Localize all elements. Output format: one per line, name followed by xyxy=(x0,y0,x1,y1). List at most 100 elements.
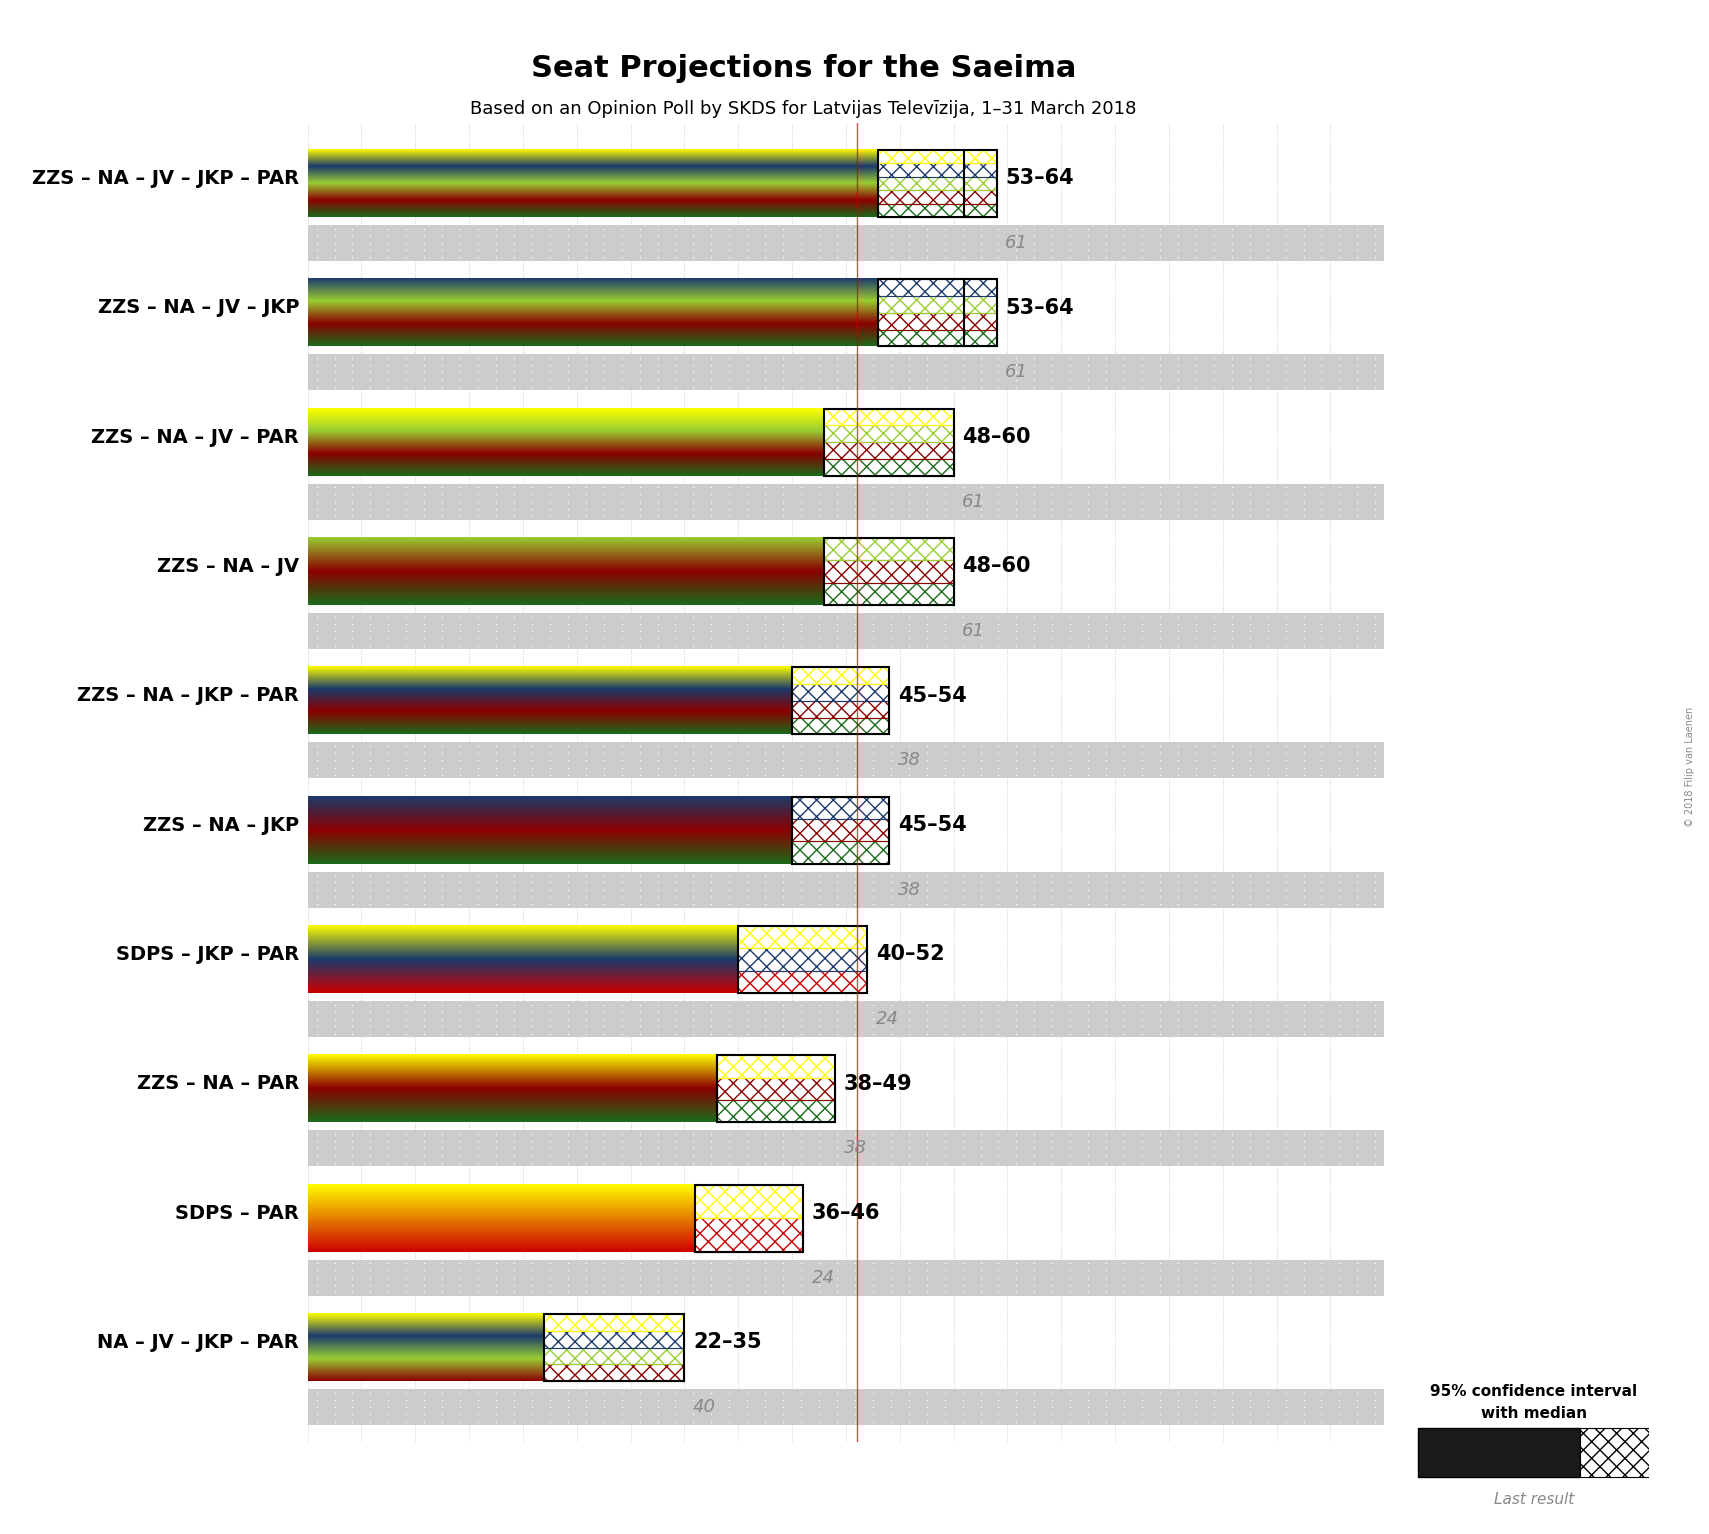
Bar xyxy=(878,150,996,218)
Bar xyxy=(824,560,954,583)
Bar xyxy=(791,819,889,842)
Text: 95% confidence interval: 95% confidence interval xyxy=(1430,1384,1637,1399)
Bar xyxy=(824,442,954,459)
Text: ZZS – NA – JKP – PAR: ZZS – NA – JKP – PAR xyxy=(77,686,299,706)
Bar xyxy=(878,330,996,347)
Bar xyxy=(791,667,889,735)
Bar xyxy=(878,190,996,204)
Bar xyxy=(545,1347,684,1364)
Bar xyxy=(696,1184,803,1218)
Bar xyxy=(716,1078,836,1100)
Bar xyxy=(791,684,889,701)
Bar xyxy=(878,313,996,330)
Bar xyxy=(696,1218,803,1252)
Text: 40: 40 xyxy=(694,1397,716,1416)
Bar xyxy=(545,1364,684,1381)
Text: ZZS – NA – JV – JKP – PAR: ZZS – NA – JV – JKP – PAR xyxy=(32,169,299,187)
Text: © 2018 Filip van Laenen: © 2018 Filip van Laenen xyxy=(1685,707,1695,827)
Bar xyxy=(791,796,889,819)
Bar xyxy=(1579,1428,1709,1477)
Bar xyxy=(824,583,954,604)
Bar xyxy=(824,538,954,560)
Text: 36–46: 36–46 xyxy=(812,1203,880,1223)
Text: ZZS – NA – PAR: ZZS – NA – PAR xyxy=(137,1074,299,1094)
Bar xyxy=(716,1055,836,1078)
Bar xyxy=(791,819,889,842)
Bar xyxy=(545,1330,684,1347)
Text: ZZS – NA – JV: ZZS – NA – JV xyxy=(157,557,299,575)
Bar xyxy=(878,330,996,347)
Bar xyxy=(738,948,868,971)
Bar xyxy=(791,796,889,819)
Text: 38: 38 xyxy=(897,752,921,770)
Bar xyxy=(878,150,996,163)
Bar xyxy=(878,313,996,330)
Bar xyxy=(824,538,954,560)
Text: 24: 24 xyxy=(812,1269,834,1287)
Bar xyxy=(545,1315,684,1381)
Bar xyxy=(878,296,996,313)
Text: ZZS – NA – JV – PAR: ZZS – NA – JV – PAR xyxy=(91,428,299,446)
Bar xyxy=(824,583,954,604)
Text: with median: with median xyxy=(1480,1407,1588,1420)
Bar xyxy=(308,354,1384,391)
Text: 53–64: 53–64 xyxy=(1005,169,1073,189)
Bar xyxy=(308,742,1384,778)
Bar xyxy=(545,1315,684,1330)
Bar xyxy=(878,279,996,296)
Bar xyxy=(878,163,996,176)
Text: 24: 24 xyxy=(877,1009,899,1028)
Bar xyxy=(308,1000,1384,1037)
Text: Last result: Last result xyxy=(1494,1493,1574,1506)
Bar xyxy=(878,296,996,313)
Bar xyxy=(824,408,954,476)
Text: ZZS – NA – JV – JKP: ZZS – NA – JV – JKP xyxy=(97,298,299,318)
Bar xyxy=(878,279,996,296)
Text: 38–49: 38–49 xyxy=(844,1074,913,1094)
Bar xyxy=(824,425,954,442)
Bar xyxy=(308,1259,1384,1296)
Bar xyxy=(696,1218,803,1252)
Bar xyxy=(791,718,889,735)
Text: 61: 61 xyxy=(1005,235,1029,252)
Bar xyxy=(738,971,868,992)
Bar xyxy=(308,1388,1384,1425)
Bar xyxy=(878,190,996,204)
Bar xyxy=(308,614,1384,649)
Bar xyxy=(878,176,996,190)
Bar xyxy=(696,1184,803,1218)
Bar xyxy=(878,204,996,218)
Bar xyxy=(791,718,889,735)
Text: 48–60: 48–60 xyxy=(962,426,1031,446)
Bar xyxy=(791,701,889,718)
Bar xyxy=(545,1330,684,1347)
Bar xyxy=(716,1100,836,1123)
Bar xyxy=(738,927,868,948)
Text: NA – JV – JKP – PAR: NA – JV – JKP – PAR xyxy=(97,1333,299,1351)
Bar xyxy=(791,701,889,718)
Bar xyxy=(738,948,868,971)
Bar xyxy=(308,1131,1384,1166)
Bar xyxy=(824,459,954,476)
Text: 61: 61 xyxy=(962,492,984,511)
Text: 38: 38 xyxy=(897,881,921,899)
Text: Seat Projections for the Saeima: Seat Projections for the Saeima xyxy=(530,54,1077,83)
Bar xyxy=(545,1347,684,1364)
Bar xyxy=(716,1078,836,1100)
Text: 53–64: 53–64 xyxy=(1005,298,1073,318)
Bar xyxy=(308,483,1384,520)
Bar xyxy=(824,560,954,583)
Bar xyxy=(878,279,996,347)
Bar xyxy=(878,176,996,190)
Text: ZZS – NA – JKP: ZZS – NA – JKP xyxy=(144,816,299,834)
Text: 45–54: 45–54 xyxy=(897,686,966,706)
Bar xyxy=(824,408,954,425)
Bar xyxy=(738,971,868,992)
Text: 22–35: 22–35 xyxy=(694,1333,762,1353)
Bar xyxy=(791,842,889,864)
Bar xyxy=(738,927,868,948)
Bar xyxy=(878,150,996,163)
Bar xyxy=(716,1055,836,1123)
Bar xyxy=(824,425,954,442)
Bar xyxy=(308,871,1384,908)
